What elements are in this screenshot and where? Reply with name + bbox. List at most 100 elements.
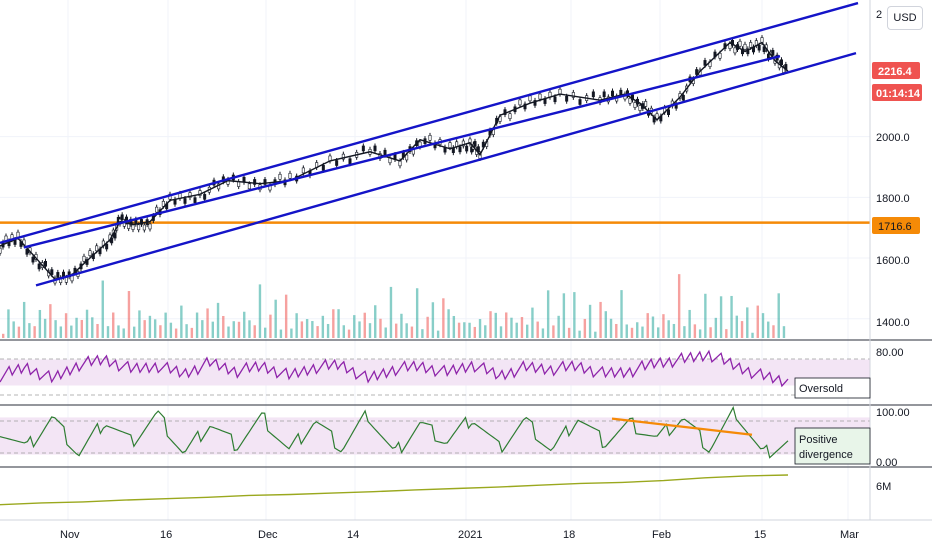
volume-bar xyxy=(583,318,587,338)
volume-bar xyxy=(138,310,141,338)
volume-bar xyxy=(657,327,660,338)
volume-bar xyxy=(43,318,47,338)
candle-body xyxy=(142,224,146,231)
candle-body xyxy=(247,183,251,190)
volume-bar xyxy=(174,328,178,338)
candle-body xyxy=(749,42,753,48)
level-label: 1716.6 xyxy=(878,221,912,233)
candle-body xyxy=(155,206,159,213)
candle-body xyxy=(383,149,387,156)
time-tick: Dec xyxy=(258,529,278,541)
stoch-tick: 100.00 xyxy=(876,407,910,419)
volume-bar xyxy=(164,312,167,338)
volume-bar xyxy=(248,320,251,338)
candle-body xyxy=(533,100,537,106)
volume-bar xyxy=(253,325,256,338)
volume-bar xyxy=(12,321,15,338)
currency-selector-button[interactable]: USD xyxy=(887,6,923,30)
volume-bar xyxy=(222,315,225,338)
volume-bar xyxy=(415,288,419,338)
candle-body xyxy=(779,59,783,66)
volume-bar xyxy=(2,333,5,338)
time-tick: Feb xyxy=(652,529,671,541)
volume-bar xyxy=(127,291,131,338)
volume-bar xyxy=(442,298,445,338)
volume-bar xyxy=(625,324,628,338)
price-axis[interactable]: 1400.0 1600.0 1800.0 2000.0 2 2216.4 01:… xyxy=(869,0,922,520)
candle-body xyxy=(301,167,305,174)
volume-bar xyxy=(489,311,492,338)
volume-bar xyxy=(358,321,361,338)
candle-body xyxy=(161,200,165,207)
stoch-tick: 0.00 xyxy=(876,457,897,469)
volume-bar xyxy=(468,322,471,338)
trend-channel[interactable] xyxy=(0,1,859,287)
time-axis[interactable]: Nov 16 Dec 14 2021 18 Feb 15 Mar xyxy=(0,519,932,541)
divergence-annotation[interactable]: Positive divergence xyxy=(794,427,871,465)
candle-body xyxy=(458,146,462,153)
candle-body xyxy=(473,141,477,147)
candle-body xyxy=(50,269,54,275)
level-tag xyxy=(872,217,920,234)
volume-bar xyxy=(133,326,136,338)
volume-bar xyxy=(484,325,487,338)
volume-bar xyxy=(546,290,550,338)
volume-bar xyxy=(683,326,686,338)
volume-bar xyxy=(630,327,634,338)
volume-bar xyxy=(316,326,319,338)
volume-bar xyxy=(28,323,31,338)
volume-bar xyxy=(153,319,157,338)
volume-bar xyxy=(368,323,372,338)
volume-bar xyxy=(374,305,377,338)
volume-bar xyxy=(426,316,429,338)
time-tick: 14 xyxy=(347,529,359,541)
volume-bar xyxy=(384,327,387,338)
volume-bar xyxy=(677,274,681,338)
oversold-annotation[interactable]: Oversold xyxy=(794,377,871,399)
candle-body xyxy=(448,142,452,148)
candle-body xyxy=(743,43,747,50)
volume-bar xyxy=(756,305,759,338)
volume-bar xyxy=(567,327,571,338)
volume-bar xyxy=(421,329,424,338)
volume-bar xyxy=(159,325,162,338)
volume-bar xyxy=(337,309,340,338)
volume-bar xyxy=(541,328,545,338)
volume-bar xyxy=(599,301,602,338)
candle-body xyxy=(405,154,409,161)
volume-bar xyxy=(101,280,104,338)
grid-lines xyxy=(0,0,870,520)
time-tick: Mar xyxy=(840,529,859,541)
candle-body xyxy=(591,91,595,98)
volume-bar xyxy=(379,318,382,338)
volume-bar xyxy=(54,320,57,338)
volume-bar xyxy=(332,309,335,338)
time-tick: 18 xyxy=(563,529,575,541)
volume-bar xyxy=(201,320,204,338)
volume-bar xyxy=(305,319,309,338)
volume-bar xyxy=(410,326,414,338)
volume-bar xyxy=(751,332,754,338)
volume-bar xyxy=(22,301,26,338)
volume-bar xyxy=(7,309,10,338)
candle-body xyxy=(681,94,685,101)
volume-bar xyxy=(347,329,351,338)
current-price-tag xyxy=(872,62,920,79)
volume-bar xyxy=(258,284,262,338)
volume-bar xyxy=(300,321,304,338)
volume-bar xyxy=(112,312,115,338)
volume-bar xyxy=(494,312,497,338)
volume-bar xyxy=(206,308,209,338)
candle-body xyxy=(95,245,99,252)
candle-body xyxy=(203,194,207,200)
volume-bar xyxy=(709,327,712,338)
volume-bar xyxy=(117,325,120,338)
volume-bar xyxy=(49,304,52,338)
volume-bar xyxy=(704,293,707,338)
divergence-line[interactable] xyxy=(611,417,753,436)
volume-bar xyxy=(290,328,293,338)
volume-bar xyxy=(510,317,513,338)
price-tick: 2 xyxy=(876,9,882,21)
